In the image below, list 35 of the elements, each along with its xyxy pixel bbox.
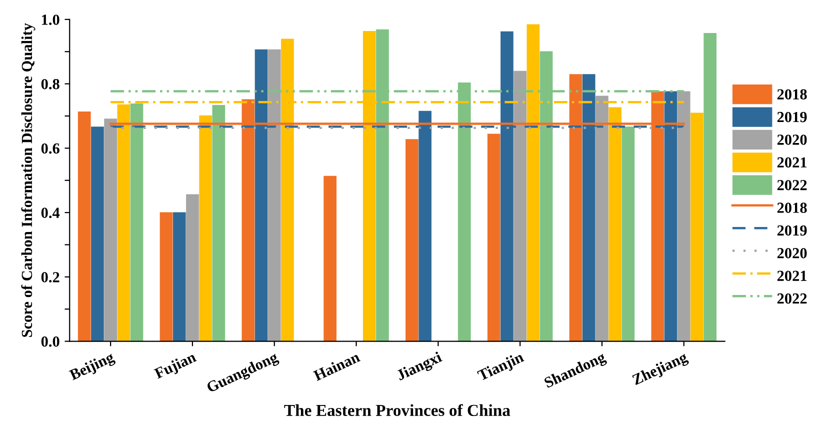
legend-label: 2019 xyxy=(777,112,807,122)
legend-label: 2021 xyxy=(777,157,807,168)
bar xyxy=(172,212,186,342)
bar xyxy=(406,139,418,342)
bar xyxy=(160,212,173,342)
bar xyxy=(324,176,336,342)
bar xyxy=(78,111,91,342)
bar xyxy=(186,194,199,342)
legend-label: 2022 xyxy=(777,180,807,190)
y-tick-label: 0.6 xyxy=(41,143,60,154)
bar xyxy=(608,107,622,342)
legend-label: 2018 xyxy=(777,202,807,213)
bar xyxy=(622,126,635,342)
legend-label: 2018 xyxy=(777,89,807,100)
y-tick-label: 1.0 xyxy=(42,14,60,25)
legend-label: 2019 xyxy=(777,225,807,236)
bar xyxy=(130,103,144,342)
bar xyxy=(91,126,104,342)
x-tick-label: Tianjin xyxy=(476,351,526,384)
bar xyxy=(212,105,226,342)
x-tick-label: Fujian xyxy=(153,351,198,382)
legend-label: 2020 xyxy=(777,248,807,258)
y-tick-label: 0.8 xyxy=(41,78,60,90)
legend-label: 2022 xyxy=(777,293,807,304)
legend-label: 2020 xyxy=(777,134,807,145)
y-tick-label: 0.4 xyxy=(41,208,60,218)
x-axis-title: The Eastern Provinces of China xyxy=(284,404,510,416)
bar xyxy=(690,112,704,342)
y-tick-label: 0.0 xyxy=(41,336,60,347)
legend-label: 2021 xyxy=(777,270,807,282)
y-tick-label: 0.2 xyxy=(41,272,60,282)
bar xyxy=(199,115,212,342)
y-axis-title: Score of Carbon Information Disclosure Quality xyxy=(21,23,36,337)
bar xyxy=(487,134,500,342)
bar xyxy=(704,32,716,342)
